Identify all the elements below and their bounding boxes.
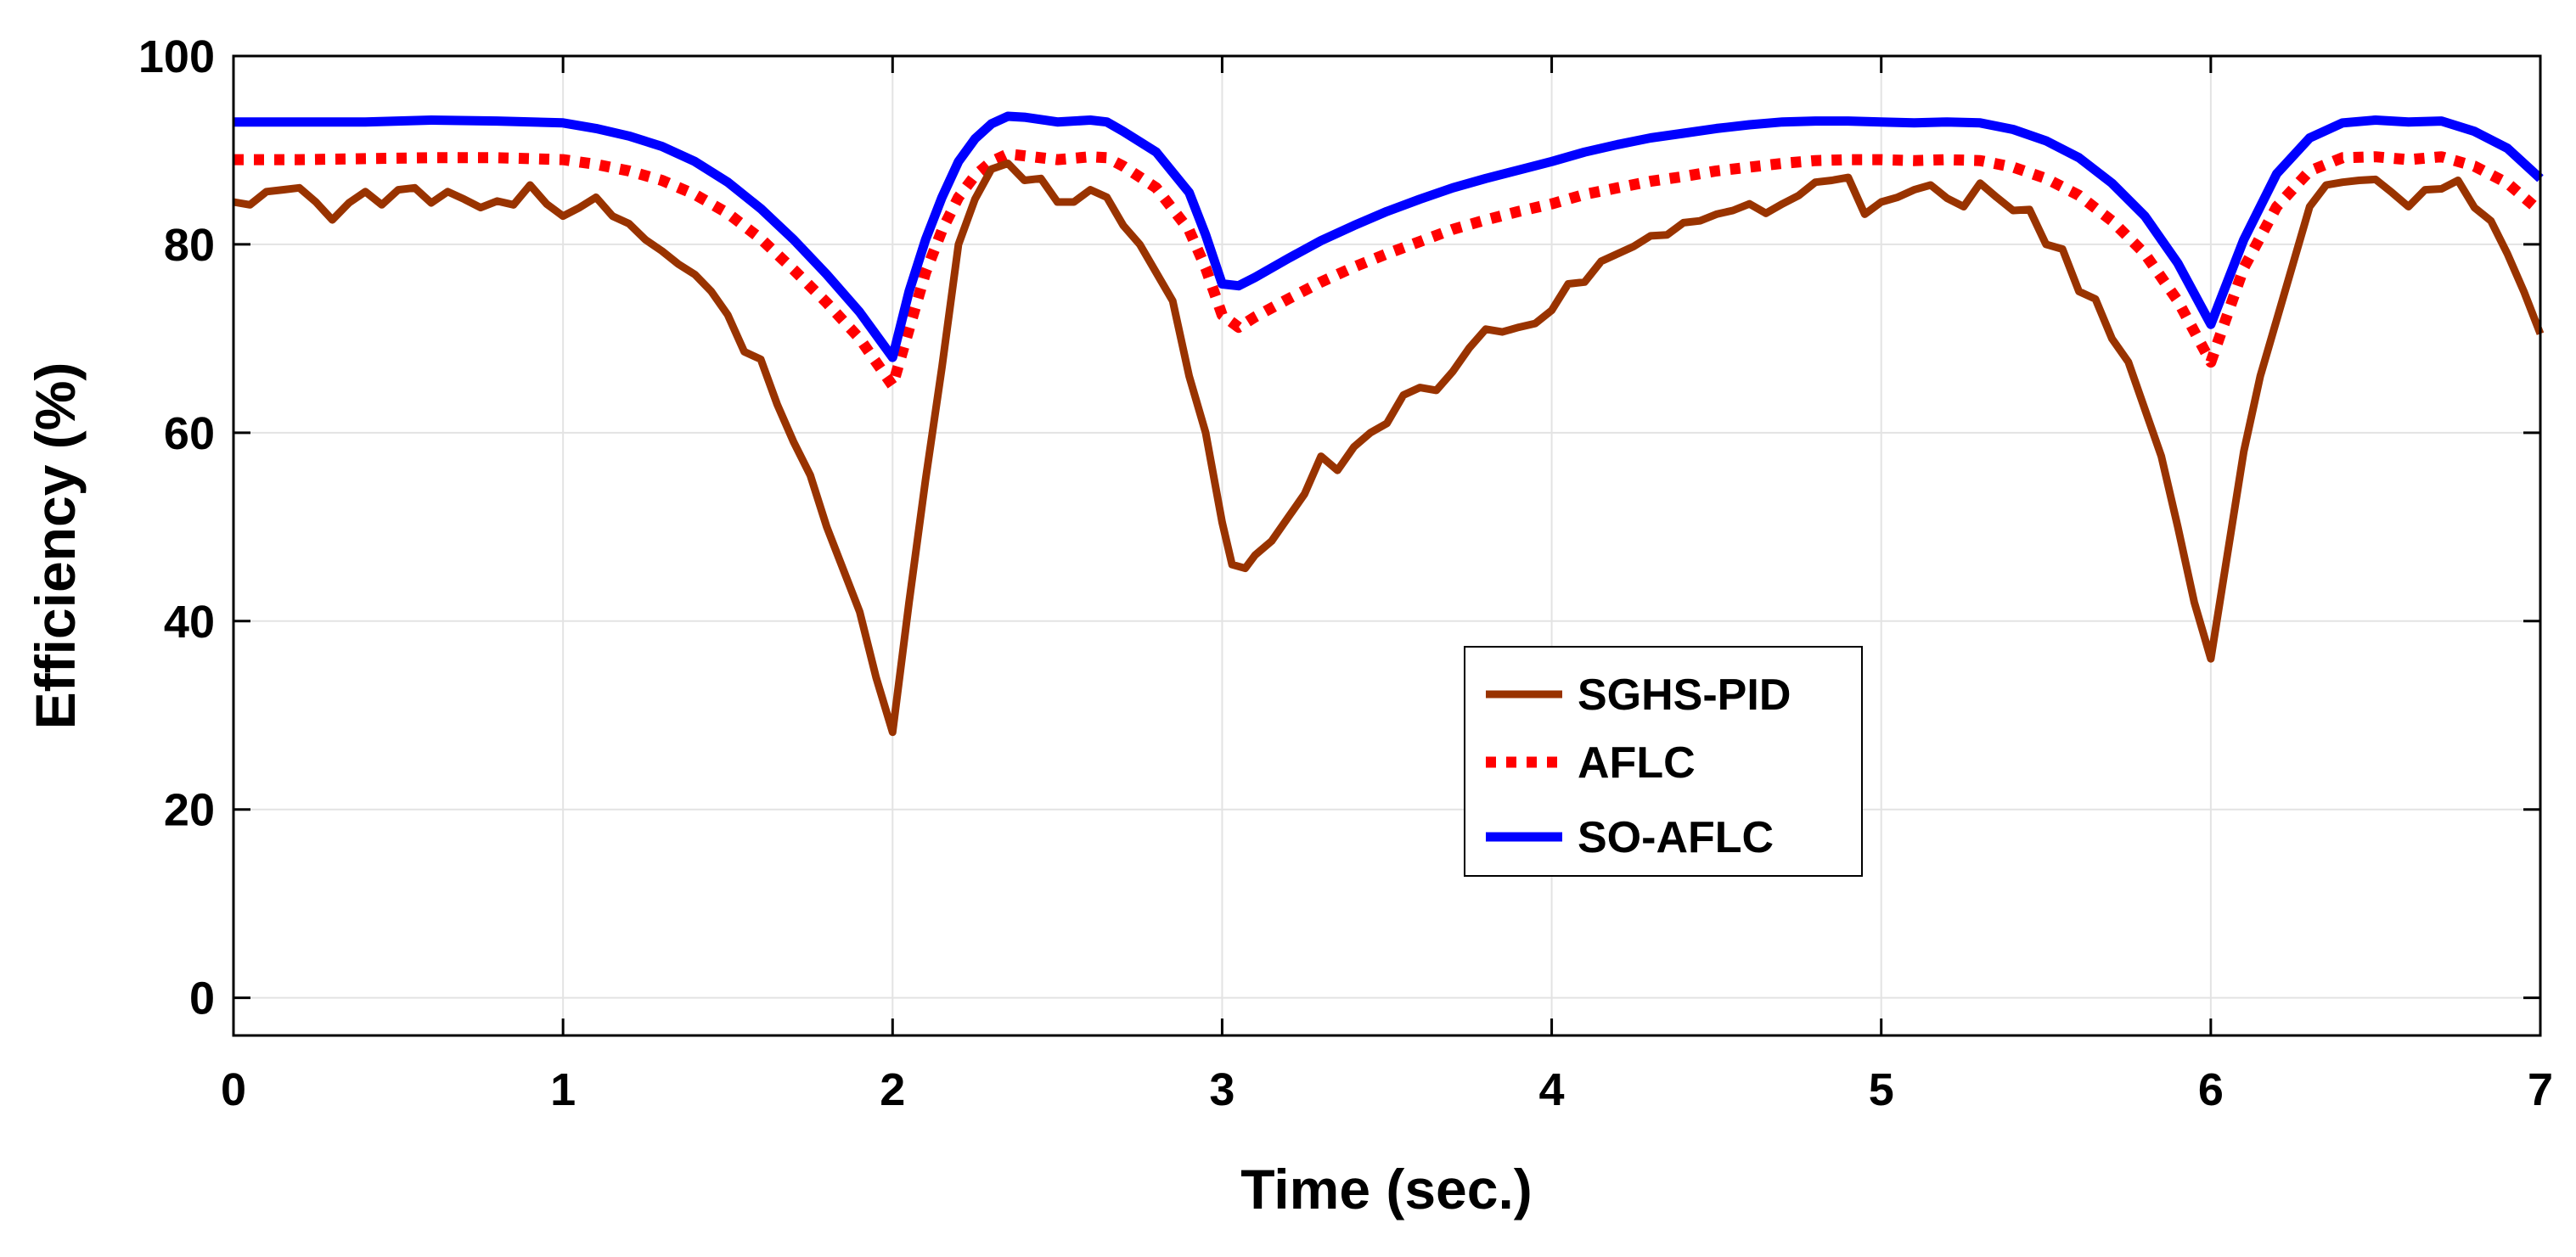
- y-tick-label: 20: [164, 785, 215, 836]
- series-line-so-aflc: [233, 111, 2544, 362]
- y-axis-label: Efficiency (%): [24, 362, 87, 730]
- x-tick-label: 6: [2198, 1064, 2224, 1115]
- y-tick-label: 40: [164, 597, 215, 648]
- legend: SGHS-PID AFLC SO-AFLC: [1464, 646, 1863, 877]
- x-axis-label: Time (sec.): [1240, 1158, 1533, 1221]
- series-line-aflc: [233, 148, 2545, 391]
- plot-frame: [232, 54, 2542, 1037]
- x-tick-label: 2: [880, 1064, 905, 1115]
- x-tick-label: 0: [221, 1064, 246, 1115]
- y-tick-label: 0: [189, 974, 215, 1024]
- x-tick-label: 1: [550, 1064, 576, 1115]
- y-tick-label: 100: [138, 31, 215, 82]
- legend-label-aflc: AFLC: [1578, 738, 1696, 788]
- x-tick-label: 3: [1209, 1064, 1235, 1115]
- x-tick-label: 5: [1869, 1064, 1894, 1115]
- series-line-sghs-pid: [233, 160, 2545, 737]
- x-tick-label: 4: [1539, 1064, 1565, 1115]
- series-lines: [233, 111, 2545, 737]
- legend-label-so-aflc: SO-AFLC: [1578, 813, 1774, 862]
- x-tick-label: 7: [2528, 1064, 2553, 1115]
- y-tick-label: 60: [164, 408, 215, 459]
- axis-ticks: 0 1 2 3 4 5 6 7 0 20 40 60 80 100: [138, 31, 2553, 1115]
- legend-label-sghs-pid: SGHS-PID: [1578, 671, 1791, 720]
- y-tick-label: 80: [164, 220, 215, 271]
